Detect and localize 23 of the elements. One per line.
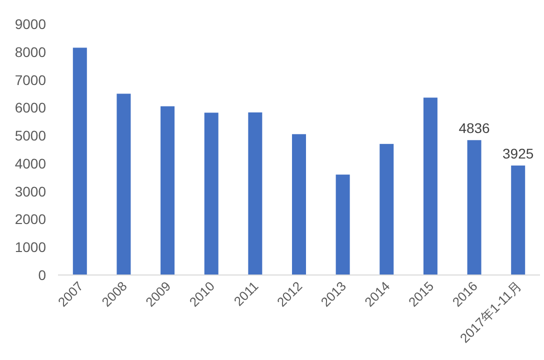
- bar: [380, 144, 394, 275]
- y-tick-label: 5000: [14, 128, 46, 144]
- y-tick-label: 0: [38, 267, 46, 283]
- bar: [423, 98, 438, 275]
- bar: [292, 134, 306, 275]
- y-tick-label: 3000: [14, 183, 46, 200]
- bar: [72, 48, 87, 275]
- data-label: 3925: [502, 146, 534, 162]
- y-tick-label: 1000: [14, 239, 46, 256]
- bar: [204, 112, 218, 275]
- bar: [248, 112, 262, 275]
- y-tick-label: 8000: [14, 44, 46, 60]
- bar: [116, 94, 131, 275]
- y-tick-label: 2000: [14, 211, 46, 228]
- bar: [467, 140, 482, 275]
- y-tick-label: 6000: [14, 100, 46, 116]
- bar: [160, 106, 175, 275]
- data-label: 4836: [458, 120, 490, 136]
- bar: [336, 174, 350, 275]
- y-tick-label: 4000: [14, 155, 46, 172]
- bar: [511, 166, 526, 275]
- y-tick-label: 7000: [14, 72, 46, 88]
- y-tick-label: 9000: [14, 16, 46, 32]
